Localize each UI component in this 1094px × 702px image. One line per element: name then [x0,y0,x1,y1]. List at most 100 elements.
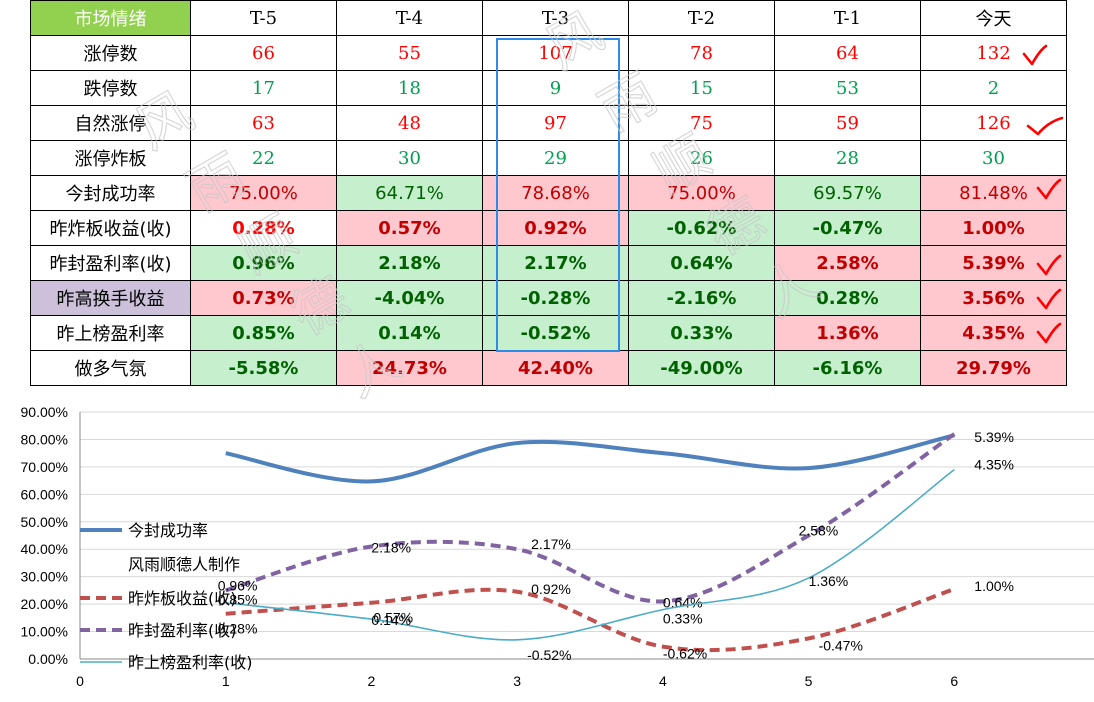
table-cell: 1.36% [774,315,921,351]
table-row: 跌停数 17 18 9 15 53 2 [30,70,1067,106]
table-cell: 2 [920,70,1067,106]
table-row: 涨停炸板 22 30 29 26 28 30 [30,140,1067,176]
table-cell: 64.71% [336,175,483,211]
y-tick-label: 10.00% [21,624,68,640]
table-cell: -2.16% [628,280,775,316]
table-cell: 24.73% [336,350,483,386]
data-label: 4.35% [974,457,1014,473]
table-cell: 4.35% [920,315,1067,351]
y-tick-label: 80.00% [21,431,68,447]
table-cell: 0.96% [190,245,337,281]
header-cell: T-2 [628,0,775,36]
header-cell: T-1 [774,0,921,36]
table-cell: 132 [920,35,1067,71]
table-cell: -49.00% [628,350,775,386]
table-cell: 75.00% [190,175,337,211]
y-tick-label: 50.00% [21,514,68,530]
table-cell: 0.28% [190,210,337,246]
table-cell: 2.18% [336,245,483,281]
table-row: 昨封盈利率(收) 0.96% 2.18% 2.17% 0.64% 2.58% 5.39% [30,245,1067,281]
table-cell: 29.79% [920,350,1067,386]
table-cell: 42.40% [482,350,629,386]
table-cell: 48 [336,105,483,141]
series-line [225,433,955,484]
series-line [225,587,955,653]
x-tick-label: 3 [513,673,521,689]
data-label: 0.85% [218,592,258,608]
table-cell: 0.92% [482,210,629,246]
table-cell: 5.39% [920,245,1067,281]
series-line [225,468,955,641]
x-tick-label: 2 [368,673,376,689]
data-label: 2.18% [371,539,411,555]
table-cell: 75 [628,105,775,141]
table-cell: 107 [482,35,629,71]
data-label: 0.96% [218,577,258,593]
table-cell: 75.00% [628,175,775,211]
data-label: 0.33% [663,611,703,627]
legend-note: 风雨顺德人制作 [128,555,240,574]
table-cell: 78.68% [482,175,629,211]
table-cell: 17 [190,70,337,106]
row-label: 昨炸板收益(收) [30,210,191,246]
table-row: 昨高换手收益 0.73% -4.04% -0.28% -2.16% 0.28% 3.56% [30,280,1067,316]
legend-label: 昨上榜盈利率(收) [128,653,253,672]
data-label: 1.36% [809,573,849,589]
table-cell: 9 [482,70,629,106]
row-label: 涨停数 [30,35,191,71]
x-tick-label: 1 [222,673,230,689]
data-label: -0.47% [819,637,863,653]
header-cell: 今天 [920,0,1067,36]
table-cell: 63 [190,105,337,141]
data-label: 1.00% [974,578,1014,594]
legend-label: 昨炸板收益(收) [128,589,237,608]
table-cell: 66 [190,35,337,71]
header-cell: T-3 [482,0,629,36]
y-tick-label: 90.00% [21,404,68,420]
data-label: 2.17% [531,536,571,552]
y-tick-label: 70.00% [21,459,68,475]
header-cell-market-sentiment: 市场情绪 [30,0,191,36]
data-label: 0.28% [218,621,258,637]
y-tick-label: 40.00% [21,541,68,557]
row-label: 昨封盈利率(收) [30,245,191,281]
table-cell: 78 [628,35,775,71]
table-cell: 0.64% [628,245,775,281]
row-label: 昨上榜盈利率 [30,315,191,351]
header-cell: T-5 [190,0,337,36]
table-cell: -0.52% [482,315,629,351]
table-cell: 1.00% [920,210,1067,246]
y-tick-label: 60.00% [21,486,68,502]
x-tick-label: 4 [659,673,667,689]
row-label: 跌停数 [30,70,191,106]
table-cell: -6.16% [774,350,921,386]
table-cell: 53 [774,70,921,106]
table-cell: 59 [774,105,921,141]
table-cell: 0.14% [336,315,483,351]
table-cell: 69.57% [774,175,921,211]
table-cell: -4.04% [336,280,483,316]
row-label: 涨停炸板 [30,140,191,176]
table-cell: 0.73% [190,280,337,316]
table-cell: 0.85% [190,315,337,351]
table-cell: 15 [628,70,775,106]
data-label: 0.64% [663,594,703,610]
table-cell: -0.47% [774,210,921,246]
table-cell: 2.58% [774,245,921,281]
row-label: 自然涨停 [30,105,191,141]
series-line [225,432,956,604]
table-cell: 18 [336,70,483,106]
x-tick-label: 0 [76,673,84,689]
data-label: -0.62% [663,646,707,662]
table-row: 涨停数 66 55 107 78 64 132 [30,35,1067,71]
market-sentiment-table-area: 市场情绪 T-5 T-4 T-3 T-2 T-1 今天 涨停数 66 55 107 78 64 132 跌停… [30,0,1067,410]
data-label: 0.92% [531,581,571,597]
data-label: 2.58% [799,523,839,539]
legend-label: 今封成功率 [128,521,208,540]
y-tick-label: 20.00% [21,596,68,612]
table-cell: 0.57% [336,210,483,246]
y-tick-label: 30.00% [21,569,68,585]
table-cell: 97 [482,105,629,141]
x-tick-label: 5 [805,673,813,689]
table-row: 昨上榜盈利率 0.85% 0.14% -0.52% 0.33% 1.36% 4.35% [30,315,1067,351]
